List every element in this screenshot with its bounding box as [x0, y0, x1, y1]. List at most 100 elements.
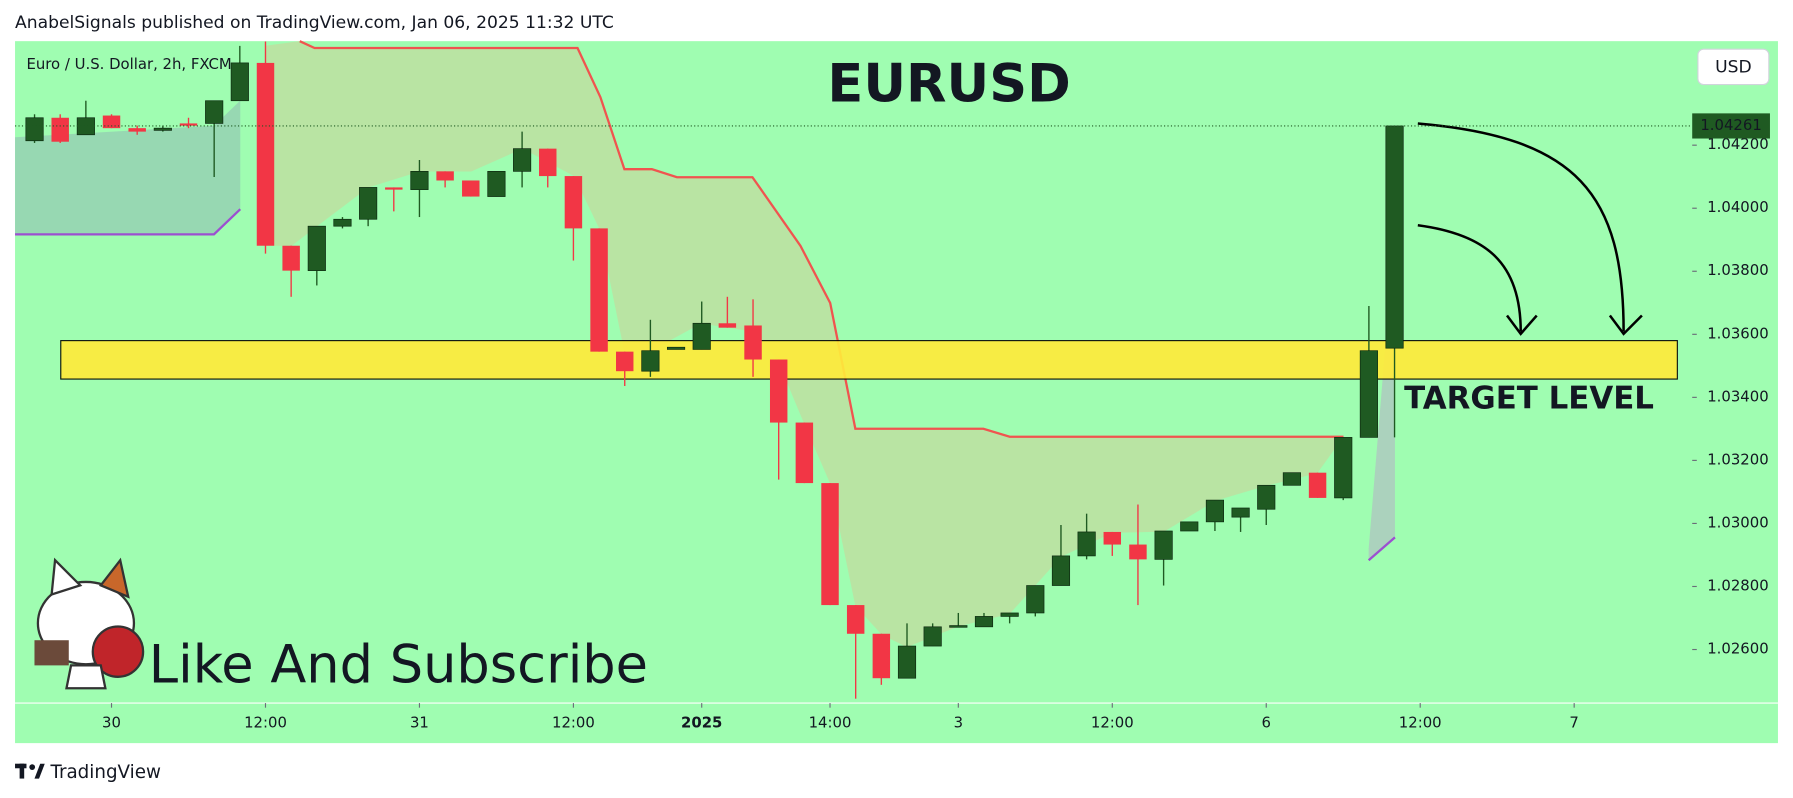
candle-body — [333, 218, 352, 227]
candle-body — [1385, 125, 1404, 349]
publish-header: AnabelSignals published on TradingView.c… — [15, 13, 614, 33]
candle-body — [744, 325, 762, 360]
symbol-label: Euro / U.S. Dollar, 2h, FXCM — [26, 55, 231, 73]
chart-title: EURUSD — [827, 54, 1070, 115]
candle-body — [282, 245, 300, 271]
zone-layer — [60, 340, 1678, 380]
candle-body — [923, 626, 942, 647]
target-label: TARGET LEVEL — [1404, 381, 1654, 417]
candle-body — [590, 228, 608, 352]
candle-body — [1154, 530, 1173, 560]
x-tick-label: 12:00 — [244, 714, 287, 732]
target-zone — [60, 340, 1678, 380]
candle-body — [513, 148, 532, 172]
mascot — [34, 557, 145, 690]
candle-body — [692, 322, 711, 350]
candle-body — [1282, 472, 1301, 486]
support-line — [1367, 536, 1396, 562]
candle-body — [872, 633, 891, 679]
arrow — [1417, 223, 1522, 332]
candle-body — [462, 180, 480, 197]
candle-body — [1205, 499, 1224, 523]
y-tick-label: 1.04000 — [1707, 198, 1768, 216]
candle-body — [230, 62, 249, 102]
candle-body — [1308, 472, 1327, 498]
candle-body — [718, 323, 737, 328]
candle-body — [666, 346, 686, 350]
candle-body — [539, 148, 557, 177]
candle-body — [1129, 544, 1147, 560]
chart-pane — [15, 41, 1778, 744]
candle-body — [1231, 507, 1250, 518]
candle-body — [25, 117, 44, 142]
candle-body — [616, 351, 634, 372]
candle-body — [205, 100, 224, 124]
resistance-line — [299, 40, 1344, 438]
candle-body — [256, 62, 275, 246]
brand-logo — [15, 763, 45, 779]
y-tick-label: 1.04200 — [1707, 135, 1768, 153]
y-tick-label: 1.03600 — [1707, 324, 1768, 342]
candle-body — [821, 483, 839, 606]
candle-body — [1000, 612, 1019, 617]
currency-label[interactable]: USD — [1715, 57, 1752, 77]
candle-body — [385, 187, 403, 190]
support-shade — [15, 100, 241, 235]
last-price-box — [1692, 113, 1770, 139]
arrow-head — [1505, 314, 1538, 336]
candles — [25, 41, 1404, 699]
candle-body — [564, 176, 583, 229]
y-tick-label: 1.02600 — [1707, 640, 1768, 658]
y-tick-label: 1.03000 — [1707, 513, 1768, 531]
candle-body — [1334, 437, 1353, 499]
candle-body — [487, 170, 506, 197]
annotation: Like And Subscribe — [149, 634, 648, 695]
candle-body — [949, 625, 968, 628]
x-tick-label: 7 — [1569, 714, 1578, 732]
candle-body — [1026, 585, 1045, 614]
candle-body — [1257, 484, 1276, 510]
candle-body — [769, 359, 788, 423]
x-tick-label: 12:00 — [1091, 714, 1134, 732]
candle-body — [410, 170, 429, 190]
x-tick-label: 31 — [410, 714, 429, 732]
candle-body — [641, 350, 660, 372]
candle-body — [51, 117, 69, 142]
x-tick-label: 12:00 — [1399, 714, 1442, 732]
candle-body — [359, 187, 378, 220]
x-tick-label: 6 — [1262, 714, 1271, 732]
candle-body — [897, 645, 917, 679]
x-tick-label: 2025 — [681, 714, 722, 732]
footer-brand: TradingView — [49, 762, 161, 783]
candle-body — [76, 117, 95, 136]
candle-body — [1180, 521, 1199, 532]
candle-body — [436, 171, 454, 181]
y-tick-label: 1.03800 — [1707, 261, 1768, 279]
arrow — [1417, 122, 1625, 332]
last-price-label: 1.04261 — [1700, 116, 1761, 134]
x-tick-label: 12:00 — [552, 714, 595, 732]
candle-body — [1077, 531, 1096, 557]
arrows — [1417, 122, 1643, 336]
candle-body — [102, 115, 121, 129]
x-tick-label: 30 — [102, 714, 121, 732]
x-tick-label: 14:00 — [809, 714, 852, 732]
candle-body — [153, 127, 172, 131]
currency-button[interactable] — [1697, 48, 1770, 86]
arrow-head — [1608, 314, 1643, 336]
x-tick-label: 3 — [954, 714, 963, 732]
y-tick-label: 1.02800 — [1707, 576, 1768, 594]
candle-body — [307, 225, 326, 271]
candle-body — [1359, 350, 1378, 438]
candle-body — [974, 616, 994, 628]
support-line — [15, 208, 242, 236]
candle-body — [795, 422, 814, 484]
y-tick-label: 1.03200 — [1707, 450, 1768, 468]
candle-body — [846, 605, 865, 634]
candle-body — [179, 123, 198, 126]
y-tick-label: 1.03400 — [1707, 387, 1768, 405]
candle-body — [1103, 531, 1122, 545]
candle-body — [1051, 555, 1071, 586]
